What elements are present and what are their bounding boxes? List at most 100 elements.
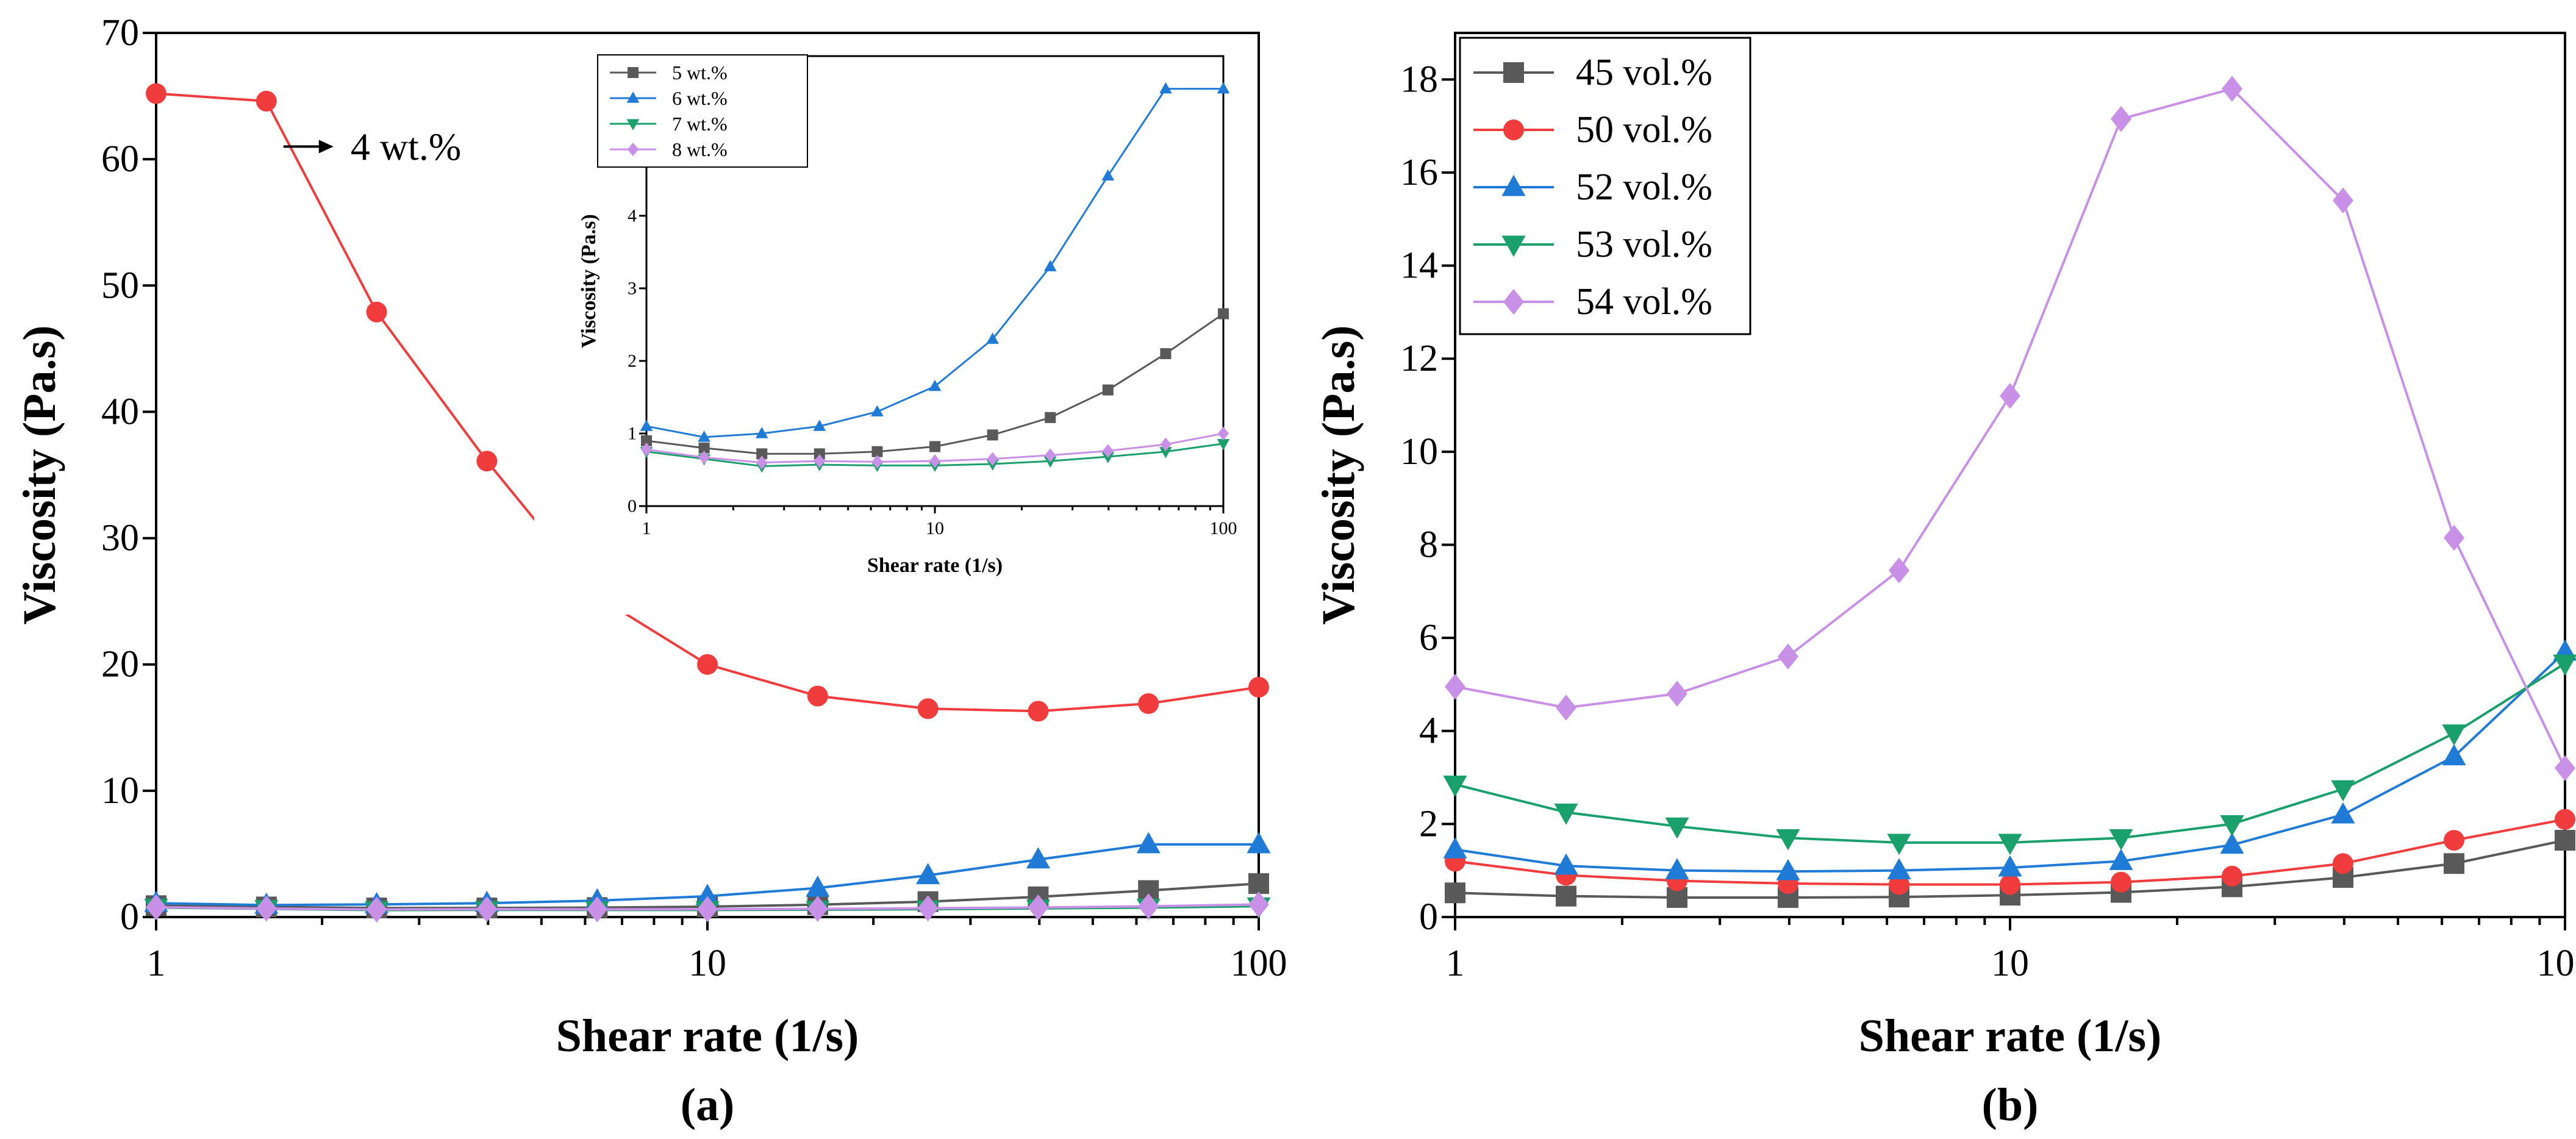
data-point bbox=[1889, 557, 1910, 584]
data-point bbox=[756, 448, 768, 460]
data-point bbox=[695, 884, 720, 905]
data-point bbox=[1045, 412, 1056, 423]
y-tick-label: 40 bbox=[101, 391, 139, 432]
y-tick-label: 0 bbox=[120, 896, 139, 938]
y-tick-label: 4 bbox=[1419, 710, 1438, 752]
y-axis-label: Viscosity (Pa.s) bbox=[14, 325, 65, 624]
annotation-arrowhead bbox=[318, 140, 334, 154]
legend-label: 6 wt.% bbox=[672, 87, 728, 109]
data-point bbox=[641, 442, 652, 457]
y-tick-label: 18 bbox=[1400, 59, 1438, 100]
y-tick-label: 60 bbox=[101, 138, 139, 180]
legend-label: 5 wt.% bbox=[672, 62, 728, 84]
data-point bbox=[1218, 308, 1229, 320]
y-tick-label: 0 bbox=[1419, 896, 1438, 938]
data-point bbox=[1043, 260, 1057, 271]
x-tick-label: 100 bbox=[1210, 518, 1237, 538]
data-point bbox=[697, 896, 718, 923]
data-point bbox=[2331, 802, 2355, 824]
y-tick-label: 6 bbox=[1419, 617, 1438, 659]
data-point bbox=[1217, 82, 1230, 94]
data-point bbox=[1776, 829, 1800, 851]
data-point bbox=[1160, 437, 1172, 452]
data-point bbox=[928, 379, 942, 391]
data-point bbox=[2220, 832, 2244, 854]
x-tick-label: 10 bbox=[1991, 943, 2029, 984]
data-point bbox=[1667, 680, 1688, 707]
data-point bbox=[2332, 187, 2353, 213]
data-point bbox=[2111, 105, 2132, 132]
y-tick-label: 12 bbox=[1400, 338, 1438, 379]
legend-marker bbox=[1503, 62, 1524, 83]
y-tick-label: 0 bbox=[628, 496, 637, 516]
series-8-wt- bbox=[641, 426, 1229, 470]
data-point bbox=[1138, 893, 1159, 919]
y-tick-label: 8 bbox=[1419, 524, 1438, 565]
data-point bbox=[1159, 82, 1172, 94]
y-tick-label: 16 bbox=[1400, 152, 1438, 193]
data-point bbox=[146, 894, 166, 921]
x-axis-label: Shear rate (1/s) bbox=[556, 1010, 859, 1062]
data-point bbox=[2000, 383, 2020, 409]
legend-marker bbox=[1501, 174, 1526, 196]
series-54-vol- bbox=[1445, 76, 2575, 782]
legend-marker bbox=[626, 91, 640, 103]
data-point bbox=[1247, 832, 1271, 854]
series-line bbox=[1454, 662, 2566, 844]
data-point bbox=[2444, 524, 2465, 551]
y-axis-label: Viscosity (Pa.s) bbox=[1313, 325, 1364, 624]
legend-marker bbox=[1503, 288, 1524, 315]
data-point bbox=[871, 446, 883, 457]
data-point bbox=[2109, 849, 2133, 870]
series-4-wt- bbox=[146, 83, 1269, 722]
data-point bbox=[2220, 815, 2244, 837]
series-53-vol- bbox=[1443, 654, 2576, 855]
data-point bbox=[366, 301, 387, 323]
y-tick-label: 10 bbox=[1400, 431, 1438, 473]
data-point bbox=[2442, 724, 2466, 746]
panel-b: 1 10 100 0 2 4 6 8 10 12 14 16 18 Shear rate (1/s) Vis… bbox=[1313, 32, 2576, 1130]
data-point bbox=[755, 427, 768, 438]
data-point bbox=[2332, 853, 2353, 874]
data-point bbox=[698, 442, 710, 454]
data-point bbox=[2000, 874, 2020, 895]
data-point bbox=[2444, 830, 2465, 851]
data-point bbox=[1665, 858, 1689, 880]
data-point bbox=[698, 430, 710, 442]
data-point bbox=[929, 441, 940, 452]
data-point bbox=[2331, 780, 2355, 802]
data-point bbox=[2555, 809, 2575, 830]
legend-label: 45 vol.% bbox=[1576, 52, 1712, 93]
y-tick-label: 10 bbox=[101, 770, 139, 812]
data-point bbox=[1443, 776, 1467, 797]
data-point bbox=[1028, 894, 1049, 921]
inset-chart: 1101000123456Shear rate (1/s)Viscosity (… bbox=[534, 38, 1248, 615]
legend-marker bbox=[626, 119, 640, 130]
data-point bbox=[1887, 834, 1911, 855]
legend-marker bbox=[1503, 120, 1524, 140]
data-point bbox=[917, 895, 939, 921]
data-point bbox=[2111, 871, 2132, 893]
series-8-wt- bbox=[146, 891, 1269, 923]
series-5-wt- bbox=[641, 308, 1229, 460]
data-point bbox=[2444, 853, 2465, 874]
legend-label: 52 vol.% bbox=[1576, 166, 1712, 208]
x-tick-label: 100 bbox=[2537, 943, 2576, 984]
data-point bbox=[476, 451, 498, 472]
data-point bbox=[916, 863, 940, 885]
data-point bbox=[2555, 755, 2575, 782]
series-6-wt- bbox=[640, 82, 1230, 442]
data-point bbox=[1026, 847, 1050, 869]
data-point bbox=[917, 698, 939, 719]
data-point bbox=[587, 896, 608, 923]
data-point bbox=[2222, 76, 2243, 102]
y-tick-label: 2 bbox=[628, 351, 637, 371]
data-point bbox=[986, 332, 999, 344]
data-point bbox=[1776, 859, 1800, 880]
series-52-vol- bbox=[1443, 639, 2576, 880]
data-point bbox=[807, 685, 828, 707]
data-point bbox=[2222, 865, 2243, 887]
data-point bbox=[807, 896, 828, 922]
